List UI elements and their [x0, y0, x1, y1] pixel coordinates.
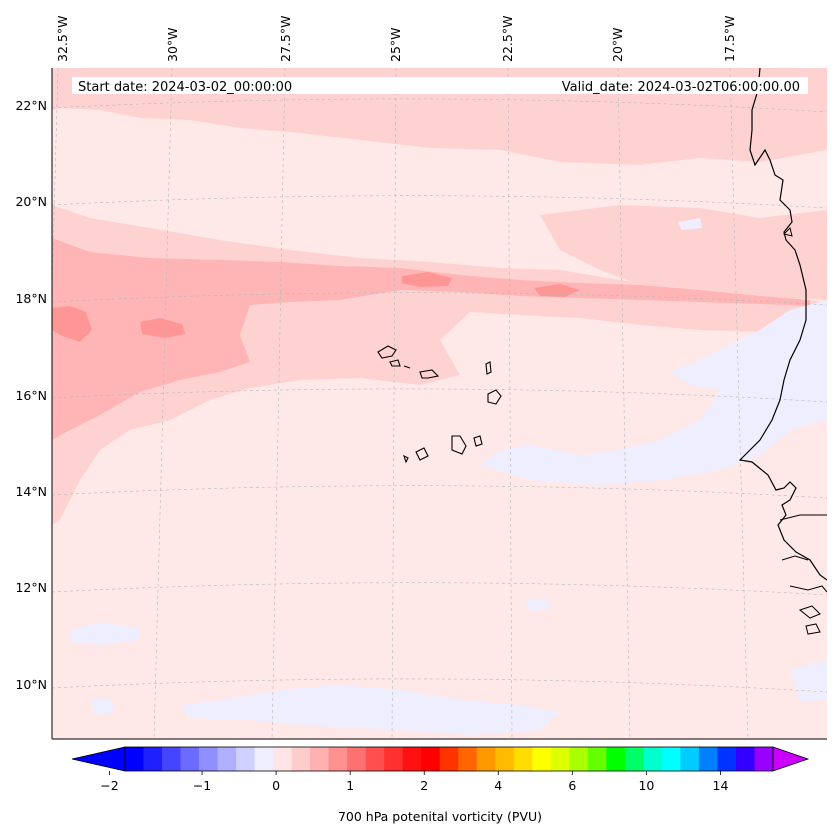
field-patch-light-ne	[540, 205, 827, 300]
colorbar-segment	[143, 747, 163, 771]
colorbar-segment	[476, 747, 496, 771]
lon-label-20w: 20°W	[610, 27, 625, 62]
colorbar-segment	[735, 747, 755, 771]
field-negative-mid	[525, 598, 552, 612]
colorbar-segment	[698, 747, 718, 771]
colorbar-segment	[273, 747, 293, 771]
field-negative-east-plume	[480, 300, 827, 485]
field-negative-north	[678, 218, 702, 230]
coast-detail-6	[783, 227, 793, 237]
coast-detail-4	[798, 605, 821, 619]
colorbar-under-arrow	[71, 746, 126, 772]
lat-label-18n: 18°N	[15, 291, 47, 306]
colorbar-segment	[624, 747, 644, 771]
coast-detail-2	[781, 555, 809, 561]
african-coastline	[738, 68, 827, 581]
field-negative-south-4	[790, 660, 827, 702]
colorbar-segment	[328, 747, 348, 771]
colorbar-tick-label: 6	[568, 778, 576, 793]
colorbar-segment	[347, 747, 367, 771]
coast-detail-1	[779, 514, 827, 521]
colorbar-segment	[550, 747, 570, 771]
colorbar-segment	[421, 747, 441, 771]
colorbar-segment	[162, 747, 181, 771]
coast-detail-5	[805, 623, 821, 635]
colorbar-segment	[643, 747, 663, 771]
lon-label-32-5w: 32.5°W	[55, 16, 70, 62]
lon-label-30w: 30°W	[165, 27, 180, 62]
colorbar	[71, 746, 810, 772]
colorbar-segment	[180, 747, 200, 771]
field-negative-south-2	[180, 685, 560, 735]
lon-label-17-5w: 17.5°W	[722, 16, 737, 62]
colorbar-ticks: −2 −1 0 1 2 4 6 10 14	[100, 771, 728, 793]
colorbar-tick-label: 14	[713, 778, 729, 793]
latitude-labels: 22°N 20°N 18°N 16°N 14°N 12°N 10°N	[15, 98, 47, 692]
colorbar-segment	[587, 747, 607, 771]
colorbar-label: 700 hPa potenital vorticity (PVU)	[338, 809, 542, 824]
field-core-strong-west	[52, 306, 92, 342]
lat-label-14n: 14°N	[15, 484, 47, 499]
lat-label-22n: 22°N	[15, 98, 47, 113]
colorbar-segment	[680, 747, 700, 771]
colorbar-segment	[754, 747, 774, 771]
colorbar-segment	[402, 747, 422, 771]
colorbar-segment	[513, 747, 533, 771]
start-date: Start date: 2024-03-02_00:00:00	[78, 80, 292, 95]
colorbar-segment	[125, 747, 144, 771]
colorbar-tick-label: 0	[272, 778, 280, 793]
colorbar-segment	[495, 747, 515, 771]
colorbar-segment	[254, 747, 274, 771]
colorbar-tick-label: −1	[193, 778, 211, 793]
colorbar-segment	[661, 747, 681, 771]
field-negative-south-3	[90, 698, 115, 715]
colorbar-segment	[439, 747, 459, 771]
lat-label-12n: 12°N	[15, 580, 47, 595]
lat-label-10n: 10°N	[15, 677, 47, 692]
colorbar-segment	[236, 747, 255, 771]
lat-label-16n: 16°N	[15, 388, 47, 403]
colorbar-tick-label: 2	[420, 778, 428, 793]
colorbar-segment	[606, 747, 626, 771]
colorbar-tick-label: 10	[638, 778, 654, 793]
colorbar-segment	[569, 747, 589, 771]
colorbar-tick-label: 1	[346, 778, 354, 793]
colorbar-frame	[124, 746, 774, 772]
colorbar-segment	[199, 747, 218, 771]
lat-label-20n: 20°N	[15, 194, 47, 209]
cape-verde-islands	[377, 345, 502, 464]
lon-label-27-5w: 27.5°W	[278, 16, 293, 62]
lon-label-22-5w: 22.5°W	[500, 16, 515, 62]
colorbar-segment	[532, 747, 552, 771]
header-box	[72, 77, 808, 94]
colorbar-segment	[217, 747, 237, 771]
colorbar-tick-label: 4	[494, 778, 502, 793]
longitude-labels: 32.5°W 30°W 27.5°W 25°W 22.5°W 20°W 17.5…	[55, 16, 737, 62]
colorbar-segment	[291, 747, 311, 771]
colorbar-segment	[384, 747, 404, 771]
colorbar-segment	[365, 747, 385, 771]
colorbar-over-arrow	[772, 746, 810, 772]
graticule	[52, 68, 827, 739]
pv-field	[52, 68, 827, 739]
field-core-strong-west2	[140, 318, 185, 338]
valid-date: Valid_date: 2024-03-02T06:00:00.00	[562, 80, 800, 95]
colorbar-segment	[458, 747, 478, 771]
field-negative-south-1	[70, 622, 140, 645]
colorbar-segment	[310, 747, 330, 771]
coast-detail-3	[789, 585, 827, 593]
field-band-medium	[52, 238, 810, 440]
colorbar-tick-label: −2	[100, 778, 118, 793]
colorbar-segment	[717, 747, 737, 771]
field-core-strong-center	[402, 272, 452, 287]
lon-label-25w: 25°W	[388, 27, 403, 62]
